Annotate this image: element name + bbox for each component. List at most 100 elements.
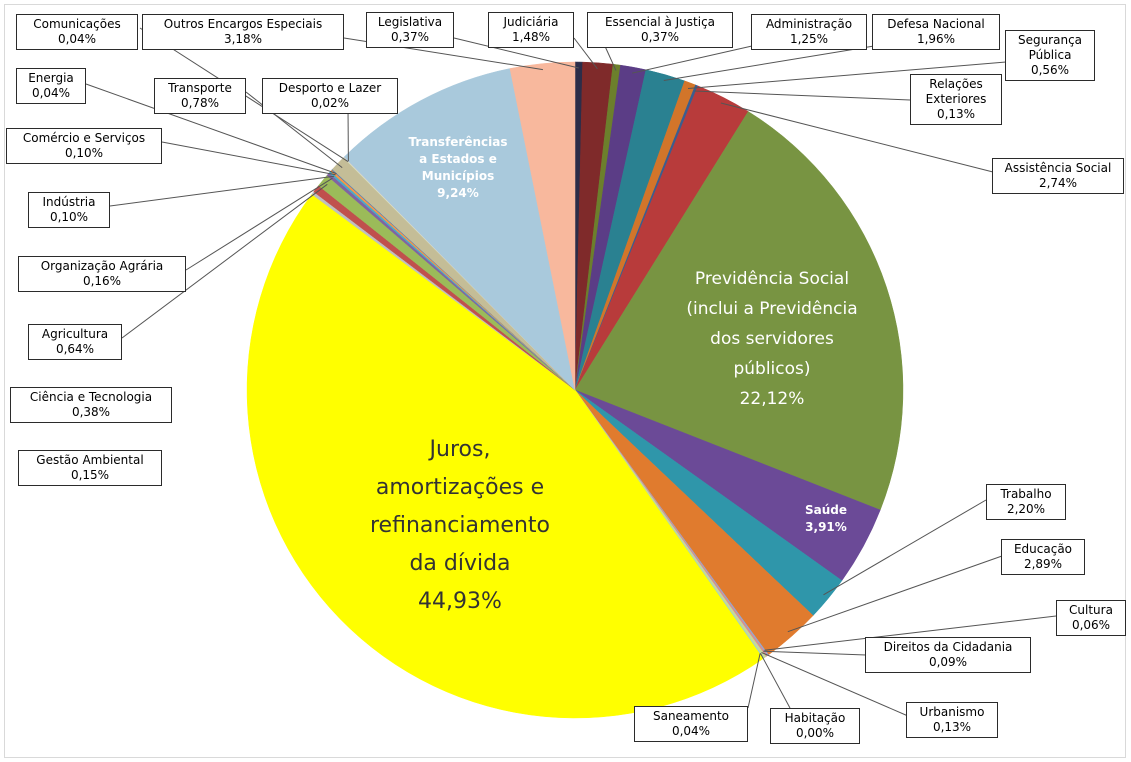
callout-value: 0,15% xyxy=(70,468,110,482)
pie-slice xyxy=(574,111,904,511)
leader-line xyxy=(787,555,1003,633)
callout-value: 1,48% xyxy=(511,30,551,44)
callout-value: 2,74% xyxy=(1038,176,1078,190)
callout-value: 0,64% xyxy=(55,342,95,356)
callout-comercio: Comércio e Serviços 0,10% xyxy=(6,128,162,164)
callout-educacao: Educação 2,89% xyxy=(1001,539,1085,575)
callout-outros: Outros Encargos Especiais 3,18% xyxy=(142,14,344,50)
callout-label: Segurança xyxy=(1017,33,1083,47)
callout-administracao: Administração 1,25% xyxy=(751,14,867,50)
callout-value: 0,37% xyxy=(390,30,430,44)
callout-value: 0,04% xyxy=(671,724,711,738)
leader-line xyxy=(573,37,598,70)
callout-desporto: Desporto e Lazer 0,02% xyxy=(262,78,398,114)
leader-line xyxy=(761,652,909,717)
leader-line xyxy=(720,102,994,173)
callout-defesa: Defesa Nacional 1,96% xyxy=(872,14,1000,50)
inner-label-previdencia: Previdência Social (inclui a Previdência d… xyxy=(686,269,857,409)
callout-essencial: Essencial à Justiça 0,37% xyxy=(587,12,733,48)
callout-saneamento: Saneamento 0,04% xyxy=(634,706,748,742)
leader-line xyxy=(109,175,335,207)
leader-line xyxy=(687,61,1007,89)
callout-energia: Energia 0,04% xyxy=(16,68,86,104)
leader-line xyxy=(823,499,987,596)
callout-label: Trabalho xyxy=(1000,487,1052,501)
callout-label: Urbanismo xyxy=(919,705,985,719)
leader-line xyxy=(161,141,336,176)
callout-value: 0,09% xyxy=(928,655,968,669)
callout-value: 2,89% xyxy=(1023,557,1063,571)
callout-label: Defesa Nacional xyxy=(887,17,985,31)
callout-value: 0,02% xyxy=(310,96,350,110)
callout-label: Relações xyxy=(929,77,983,91)
callout-label: Gestão Ambiental xyxy=(36,453,144,467)
leader-lines xyxy=(85,27,1057,717)
callout-value: 3,18% xyxy=(223,32,263,46)
callout-legislativa: Legislativa 0,37% xyxy=(366,12,454,48)
callout-value: 1,25% xyxy=(789,32,829,46)
callout-label: Administração xyxy=(765,17,853,31)
callout-label: Indústria xyxy=(42,195,96,209)
callout-seguranca: Segurança Pública 0,56% xyxy=(1005,30,1095,81)
callout-ciencia: Ciência e Tecnologia 0,38% xyxy=(10,387,172,423)
inner-label-juros: Juros, amortizações e refinanciamento da dí… xyxy=(370,437,550,614)
leader-line xyxy=(453,37,579,69)
callout-value: 0,37% xyxy=(640,30,680,44)
callout-judiciaria: Judiciária 1,48% xyxy=(488,12,574,48)
pie-slices xyxy=(246,61,904,719)
callout-transporte: Transporte 0,78% xyxy=(154,78,246,114)
callout-value: 0,04% xyxy=(31,86,71,100)
chart-frame xyxy=(4,4,1126,758)
leader-line xyxy=(694,90,911,101)
inner-label-saude: Saúde 3,91% xyxy=(805,503,847,534)
leader-line xyxy=(747,653,761,709)
callout-value: 0,13% xyxy=(936,107,976,121)
callout-cultura: Cultura 0,06% xyxy=(1056,600,1126,636)
callout-value: 0,10% xyxy=(64,146,104,160)
leader-line xyxy=(85,83,337,175)
callout-label: Judiciária xyxy=(503,15,559,29)
pie-slice xyxy=(509,61,576,391)
callout-label: Comunicações xyxy=(33,17,121,31)
callout-label: Comércio e Serviços xyxy=(22,131,146,145)
callout-direitos: Direitos da Cidadania 0,09% xyxy=(865,637,1031,673)
callout-value: 0,00% xyxy=(795,726,835,740)
callout-label: Organização Agrária xyxy=(40,259,164,273)
callout-habitacao: Habitação 0,00% xyxy=(770,708,860,744)
leader-line xyxy=(759,653,791,709)
callout-label: Assistência Social xyxy=(1004,161,1112,175)
callout-label: Direitos da Cidadania xyxy=(883,640,1013,654)
leader-line xyxy=(632,45,753,74)
callout-label-2: Pública xyxy=(1028,48,1072,62)
inner-labels: Previdência Social (inclui a Previdência d… xyxy=(370,135,858,614)
callout-trabalho: Trabalho 2,20% xyxy=(986,484,1066,520)
callout-label: Ciência e Tecnologia xyxy=(29,390,153,404)
callout-label: Agricultura xyxy=(41,327,109,341)
callout-value: 0,56% xyxy=(1030,63,1070,77)
callout-label: Saneamento xyxy=(652,709,730,723)
callout-industria: Indústria 0,10% xyxy=(28,192,110,228)
callout-value: 1,96% xyxy=(916,32,956,46)
callout-label: Desporto e Lazer xyxy=(278,81,382,95)
callout-label-2: Exteriores xyxy=(925,92,987,106)
callout-label: Outros Encargos Especiais xyxy=(163,17,323,31)
callout-value: 0,04% xyxy=(57,32,97,46)
callout-urbanismo: Urbanismo 0,13% xyxy=(906,702,998,738)
leader-line xyxy=(185,177,333,271)
callout-value: 2,20% xyxy=(1006,502,1046,516)
callout-label: Energia xyxy=(28,71,74,85)
callout-label: Educação xyxy=(1013,542,1073,556)
inner-label-transferencias: Transferências a Estados e Municípios 9,24% xyxy=(409,135,508,200)
callout-organizacao: Organização Agrária 0,16% xyxy=(18,256,186,292)
callout-value: 0,06% xyxy=(1071,618,1111,632)
callout-agricultura: Agricultura 0,64% xyxy=(28,324,122,360)
leader-line xyxy=(121,183,328,339)
leader-line xyxy=(663,45,875,81)
leader-line xyxy=(764,615,1057,651)
callout-assistencia: Assistência Social 2,74% xyxy=(992,158,1124,194)
callout-value: 0,38% xyxy=(71,405,111,419)
leader-line xyxy=(763,650,867,656)
leader-line xyxy=(603,43,617,71)
callout-comunicacoes: Comunicações 0,04% xyxy=(16,14,138,50)
